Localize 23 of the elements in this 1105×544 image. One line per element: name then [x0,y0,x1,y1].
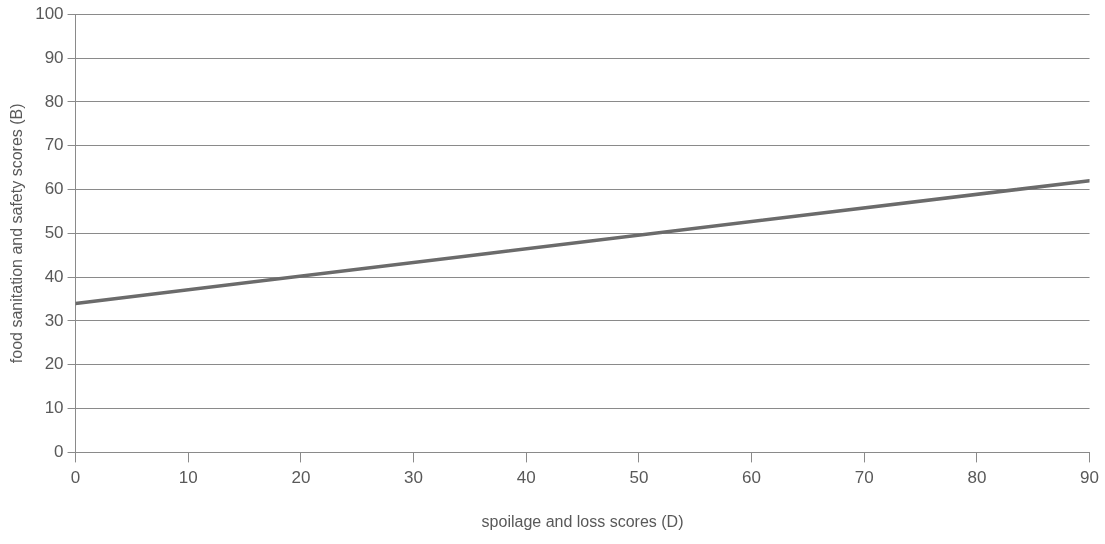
x-tick-label: 70 [854,468,874,488]
x-tick-label: 20 [291,468,311,488]
y-tick-label: 70 [44,135,64,155]
y-tick-label: 50 [44,222,64,242]
x-tick-label: 0 [70,468,81,488]
y-tick-label: 20 [44,354,64,374]
x-tick-label: 80 [967,468,987,488]
y-tick-label: 0 [54,442,64,462]
x-tick-label: 10 [178,468,198,488]
x-tick-label: 50 [629,468,649,488]
x-tick-label: 30 [404,468,424,488]
y-tick-label: 80 [44,91,64,111]
y-tick-label: 100 [35,3,64,23]
y-axis-title: food sanitation and safety scores (B) [8,103,26,364]
x-tick-label: 90 [1080,468,1100,488]
y-tick-label: 30 [44,310,64,330]
x-axis-title: spoilage and loss scores (D) [481,512,684,530]
y-tick-label: 60 [44,179,64,199]
x-tick-label: 60 [742,468,762,488]
x-tick-label: 40 [516,468,536,488]
y-tick-label: 40 [44,266,64,286]
y-tick-label: 90 [44,47,64,67]
y-tick-label: 10 [44,398,64,418]
